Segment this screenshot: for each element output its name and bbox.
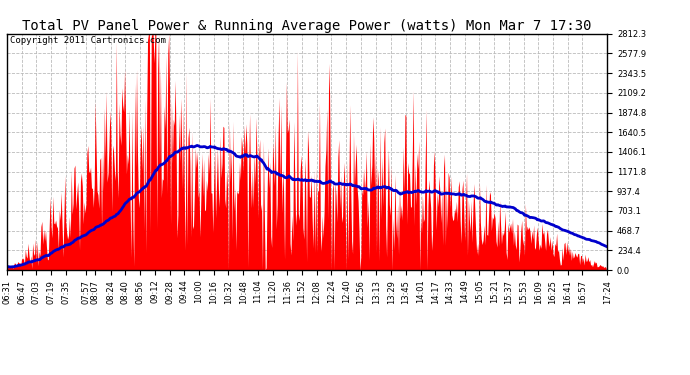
Title: Total PV Panel Power & Running Average Power (watts) Mon Mar 7 17:30: Total PV Panel Power & Running Average P… — [22, 19, 592, 33]
Text: Copyright 2011 Cartronics.com: Copyright 2011 Cartronics.com — [10, 36, 166, 45]
